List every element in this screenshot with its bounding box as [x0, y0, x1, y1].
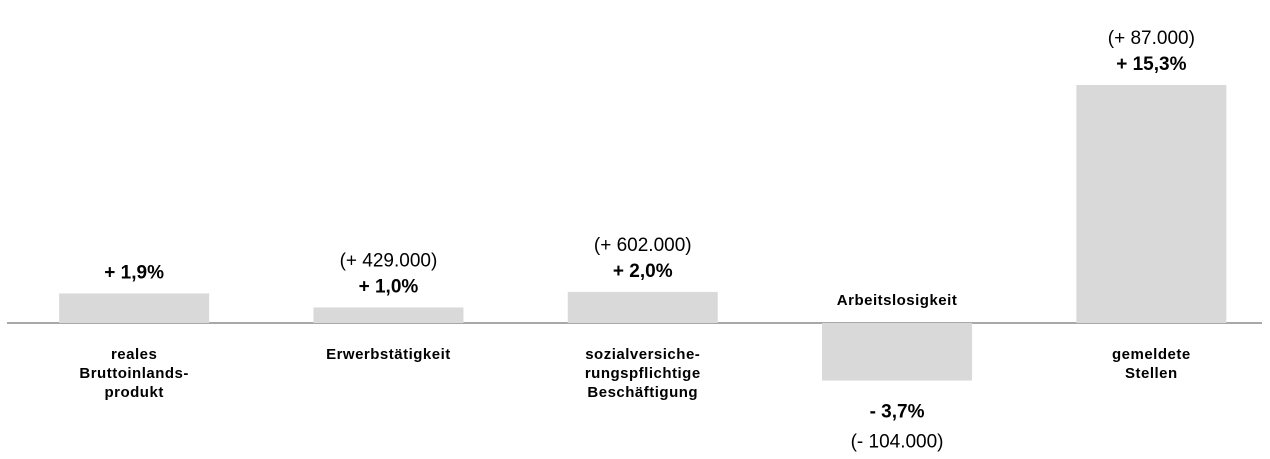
- value-label: + 2,0%: [613, 261, 673, 282]
- absolute-label: (+ 602.000): [594, 235, 692, 256]
- category-label: gemeldete Stellen: [1112, 346, 1191, 382]
- bar: [1076, 85, 1227, 323]
- absolute-label: (+ 429.000): [340, 250, 438, 271]
- category-label: Erwerbstätigkeit: [326, 346, 451, 363]
- value-label: - 3,7%: [870, 402, 925, 423]
- value-label: + 1,0%: [359, 276, 419, 297]
- bar: [59, 293, 210, 323]
- value-label: + 1,9%: [104, 262, 164, 283]
- absolute-label: (+ 87.000): [1108, 28, 1195, 49]
- value-label: + 15,3%: [1116, 54, 1186, 75]
- bar: [822, 323, 973, 381]
- bar: [313, 307, 464, 323]
- category-label: reales Bruttoinlands-produkt: [79, 346, 189, 401]
- category-label: Arbeitslosigkeit: [837, 292, 958, 309]
- category-label: sozialversiche-rungspflichtige Beschäftig…: [585, 346, 701, 401]
- absolute-label: (- 104.000): [851, 432, 944, 453]
- bar: [567, 291, 718, 323]
